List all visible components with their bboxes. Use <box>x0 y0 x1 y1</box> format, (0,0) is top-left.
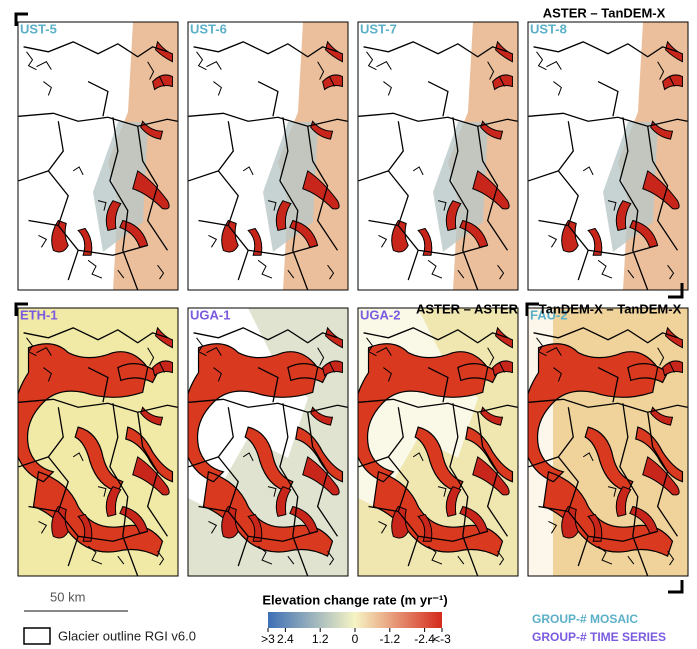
map-panel: FAU-2 <box>527 307 689 577</box>
map-panel: UST-8 <box>527 21 689 291</box>
panel-frame <box>17 307 179 577</box>
panel-label: UGA-2 <box>360 307 400 322</box>
corner-bracket <box>14 12 28 26</box>
panel-label: UST-6 <box>190 21 227 36</box>
colorbar-title: Elevation change rate (m yr⁻¹) <box>262 592 447 607</box>
panel-label: FAU-2 <box>530 307 568 322</box>
group-title: TanDEM-X – TanDEM-X <box>539 301 682 316</box>
colorbar <box>268 612 442 628</box>
corner-bracket <box>525 302 539 316</box>
map-panel: UST-7 <box>357 21 519 291</box>
map-panel: ETH-1 <box>17 307 179 577</box>
panel-label: UGA-1 <box>190 307 230 322</box>
panel-frame <box>17 21 179 291</box>
colorbar-tick-label: >3 <box>261 632 275 646</box>
panel-frame <box>357 307 519 577</box>
outline-legend-swatch <box>23 627 51 645</box>
panel-frame <box>187 21 349 291</box>
colorbar-tick-label: 0 <box>352 632 359 646</box>
scale-bar-label: 50 km <box>50 589 85 604</box>
group-title: ASTER – ASTER <box>416 301 519 316</box>
panel-label: UST-8 <box>530 21 567 36</box>
colorbar-tick-label: -1.2 <box>379 632 400 646</box>
corner-bracket <box>668 580 684 594</box>
colorbar-tick-label: -2.4 <box>414 632 435 646</box>
group-legend-label: GROUP-# TIME SERIES <box>532 630 666 644</box>
panel-label: UST-7 <box>360 21 397 36</box>
group-legend-label: GROUP-# MOSAIC <box>532 612 638 626</box>
panel-frame <box>527 21 689 291</box>
corner-bracket <box>668 283 684 299</box>
colorbar-tick-label: 2.4 <box>277 632 294 646</box>
corner-bracket <box>14 302 28 316</box>
group-title: ASTER – TanDEM-X <box>543 5 666 20</box>
map-panel: UGA-2 <box>357 307 519 577</box>
outline-legend-label: Glacier outline RGI v6.0 <box>58 628 196 643</box>
map-panel: UGA-1 <box>187 307 349 577</box>
panel-frame <box>527 307 689 577</box>
map-panel: UST-6 <box>187 21 349 291</box>
panel-label: UST-5 <box>20 21 57 36</box>
panel-label: ETH-1 <box>20 307 58 322</box>
panel-frame <box>357 21 519 291</box>
colorbar-tick-label: <-3 <box>433 632 451 646</box>
map-panel: UST-5 <box>17 21 179 291</box>
panel-frame <box>187 307 349 577</box>
colorbar-tick-label: 1.2 <box>312 632 329 646</box>
